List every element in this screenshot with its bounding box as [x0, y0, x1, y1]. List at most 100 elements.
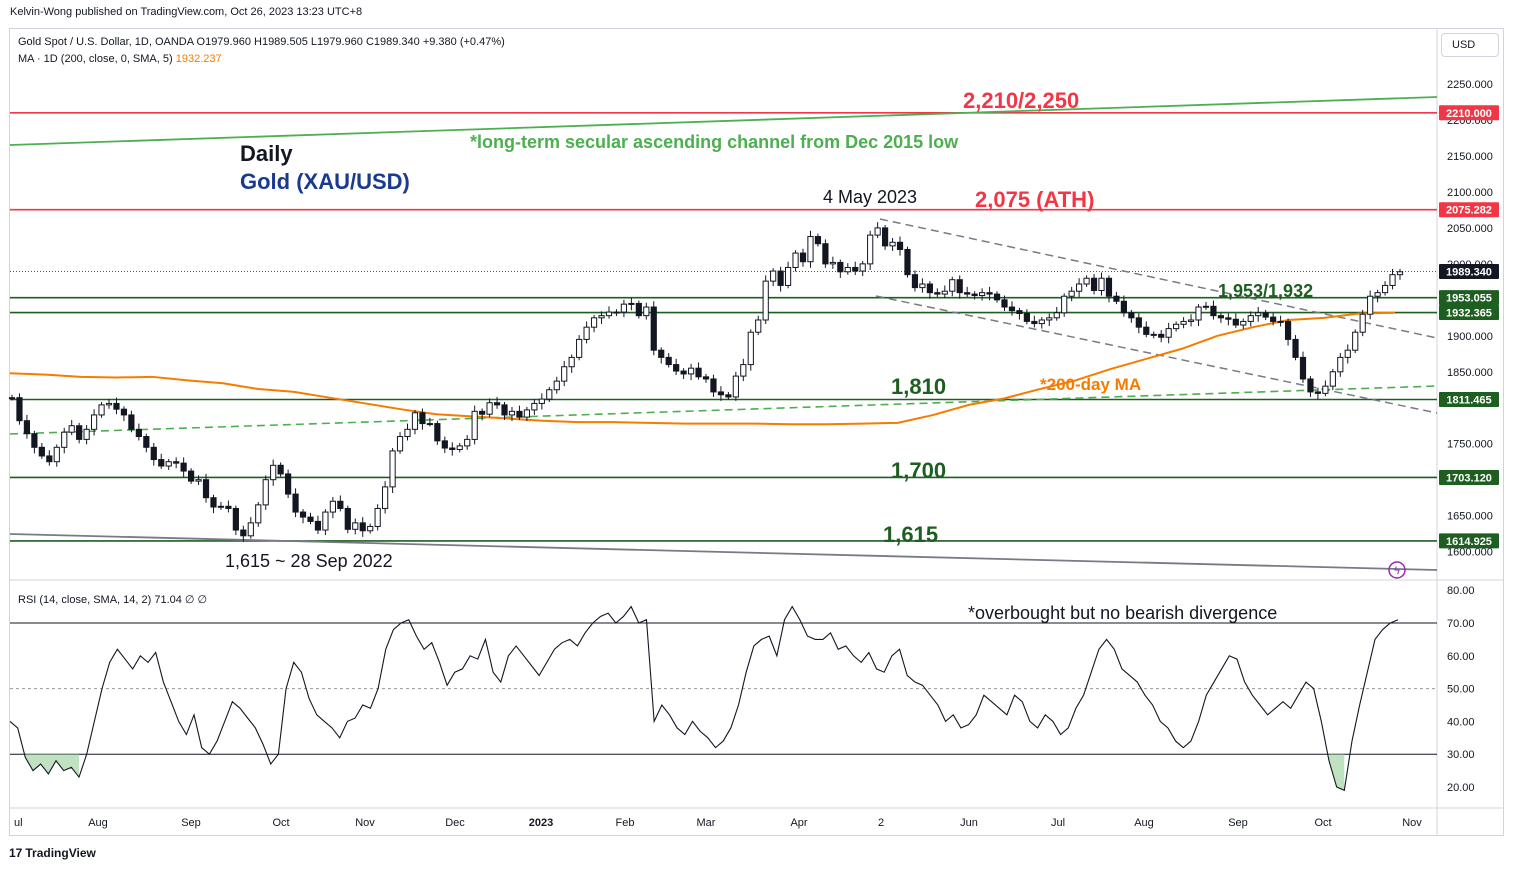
- candle-body: [120, 408, 128, 416]
- candle-body: [1217, 315, 1225, 319]
- tradingview-mark-icon: 17: [9, 846, 23, 860]
- price-tick-label: 1900.000: [1447, 331, 1493, 343]
- candle-body: [732, 375, 739, 398]
- price-tick-label: 2100.000: [1447, 187, 1493, 199]
- candle-body: [225, 505, 232, 509]
- rsi-tick-label: 60.00: [1447, 651, 1475, 663]
- time-tick-label: Sep: [181, 817, 201, 829]
- candle-body: [38, 446, 45, 457]
- candle-body: [1389, 274, 1396, 286]
- candle-body: [307, 516, 314, 522]
- candle-body: [76, 425, 83, 440]
- rsi-tick-label: 40.00: [1447, 716, 1475, 728]
- candle-body: [867, 234, 874, 265]
- price-tag-label: 1953.055: [1446, 293, 1492, 305]
- candle-body: [367, 525, 374, 532]
- time-tick-label: Sep: [1228, 817, 1248, 829]
- chart-annotation: 1,953/1,932: [1218, 281, 1313, 301]
- price-tag-box: [1439, 469, 1499, 485]
- candle-body: [68, 425, 75, 433]
- time-tick-label: Nov: [355, 817, 375, 829]
- candle-body: [546, 389, 553, 400]
- time-tick-label: Mar: [697, 817, 716, 829]
- candle-body: [352, 522, 359, 530]
- candle-body: [717, 391, 725, 396]
- candle-body: [1195, 306, 1202, 321]
- candle-body: [359, 522, 366, 532]
- candle-body: [382, 486, 389, 509]
- descending-channel-lower-line: [875, 295, 1438, 414]
- candle-body: [881, 227, 889, 247]
- candle-body: [501, 404, 508, 416]
- chart-annotation: 1,615: [883, 522, 938, 547]
- candle-body: [1329, 371, 1336, 387]
- candle-body: [1150, 333, 1157, 336]
- rsi-tick-label: 70.00: [1447, 618, 1475, 630]
- candle-body: [232, 507, 239, 531]
- candle-body: [1307, 378, 1314, 393]
- candle-body: [941, 290, 948, 295]
- candle-body: [1322, 385, 1329, 394]
- candle-body: [90, 414, 98, 430]
- candle-body: [1359, 313, 1366, 333]
- candle-body: [844, 266, 851, 273]
- candle-body: [702, 376, 710, 380]
- price-tag-label: 1614.925: [1446, 536, 1492, 548]
- candle-body: [1381, 284, 1389, 294]
- price-tick-label: 1650.000: [1447, 511, 1493, 523]
- chart-annotation: *long-term secular ascending channel fro…: [470, 132, 959, 152]
- candle-body: [53, 446, 60, 463]
- price-tick-label: 1850.000: [1447, 367, 1493, 379]
- candle-body: [441, 440, 448, 449]
- time-tick-label: Jun: [960, 817, 978, 829]
- candle-body: [1240, 320, 1247, 326]
- candle-body: [426, 423, 433, 426]
- price-tag-label: 1989.340: [1446, 267, 1492, 279]
- candle-body: [643, 306, 650, 317]
- candle-body: [1083, 277, 1090, 285]
- candle-body: [31, 433, 38, 448]
- candle-body: [255, 504, 262, 524]
- candle-body: [1165, 328, 1172, 338]
- candle-body: [1247, 315, 1254, 322]
- candle-body: [1292, 338, 1299, 358]
- candle-body: [1255, 312, 1262, 317]
- candle-body: [1352, 331, 1359, 351]
- candle-body: [486, 402, 493, 415]
- time-tick-label: Aug: [88, 817, 108, 829]
- candle-body: [1016, 310, 1023, 315]
- time-tick-label: ul: [14, 817, 23, 829]
- currency-button[interactable]: USD: [1441, 33, 1499, 57]
- candle-body: [620, 303, 628, 313]
- candle-body: [434, 423, 441, 442]
- tradingview-wordmark: TradingView: [25, 846, 96, 860]
- rsi-tick-label: 30.00: [1447, 749, 1475, 761]
- time-tick-label: Dec: [445, 817, 465, 829]
- candle-body: [419, 412, 426, 425]
- candle-body: [329, 500, 336, 513]
- candle-body: [143, 436, 150, 448]
- time-tick-label: Apr: [790, 817, 807, 829]
- candle-body: [687, 367, 695, 375]
- candle-body: [1053, 312, 1060, 319]
- candle-body: [180, 462, 187, 472]
- rsi-line: [9, 605, 1399, 792]
- candle-body: [1225, 317, 1232, 320]
- candle-body: [285, 473, 292, 495]
- candle-body: [1202, 305, 1210, 308]
- candle-body: [1187, 319, 1195, 322]
- candle-body: [568, 356, 575, 368]
- rsi-oversold-fill: [1328, 754, 1345, 791]
- publisher-line: Kelvin-Wong published on TradingView.com…: [10, 6, 363, 18]
- candle-body: [1367, 295, 1374, 315]
- flash-icon-glyph: ϟ: [1394, 565, 1400, 577]
- rsi-tick-label: 50.00: [1447, 684, 1475, 696]
- chart-annotation: *overbought but no bearish divergence: [968, 603, 1277, 623]
- candle-body: [374, 507, 381, 527]
- price-tick-label: 2250.000: [1447, 79, 1493, 91]
- price-tick-label: 2050.000: [1447, 223, 1493, 235]
- candle-body: [784, 266, 792, 286]
- candle-body: [456, 445, 463, 450]
- symbol-legend: Gold Spot / U.S. Dollar, 1D, OANDA O1979…: [18, 36, 505, 48]
